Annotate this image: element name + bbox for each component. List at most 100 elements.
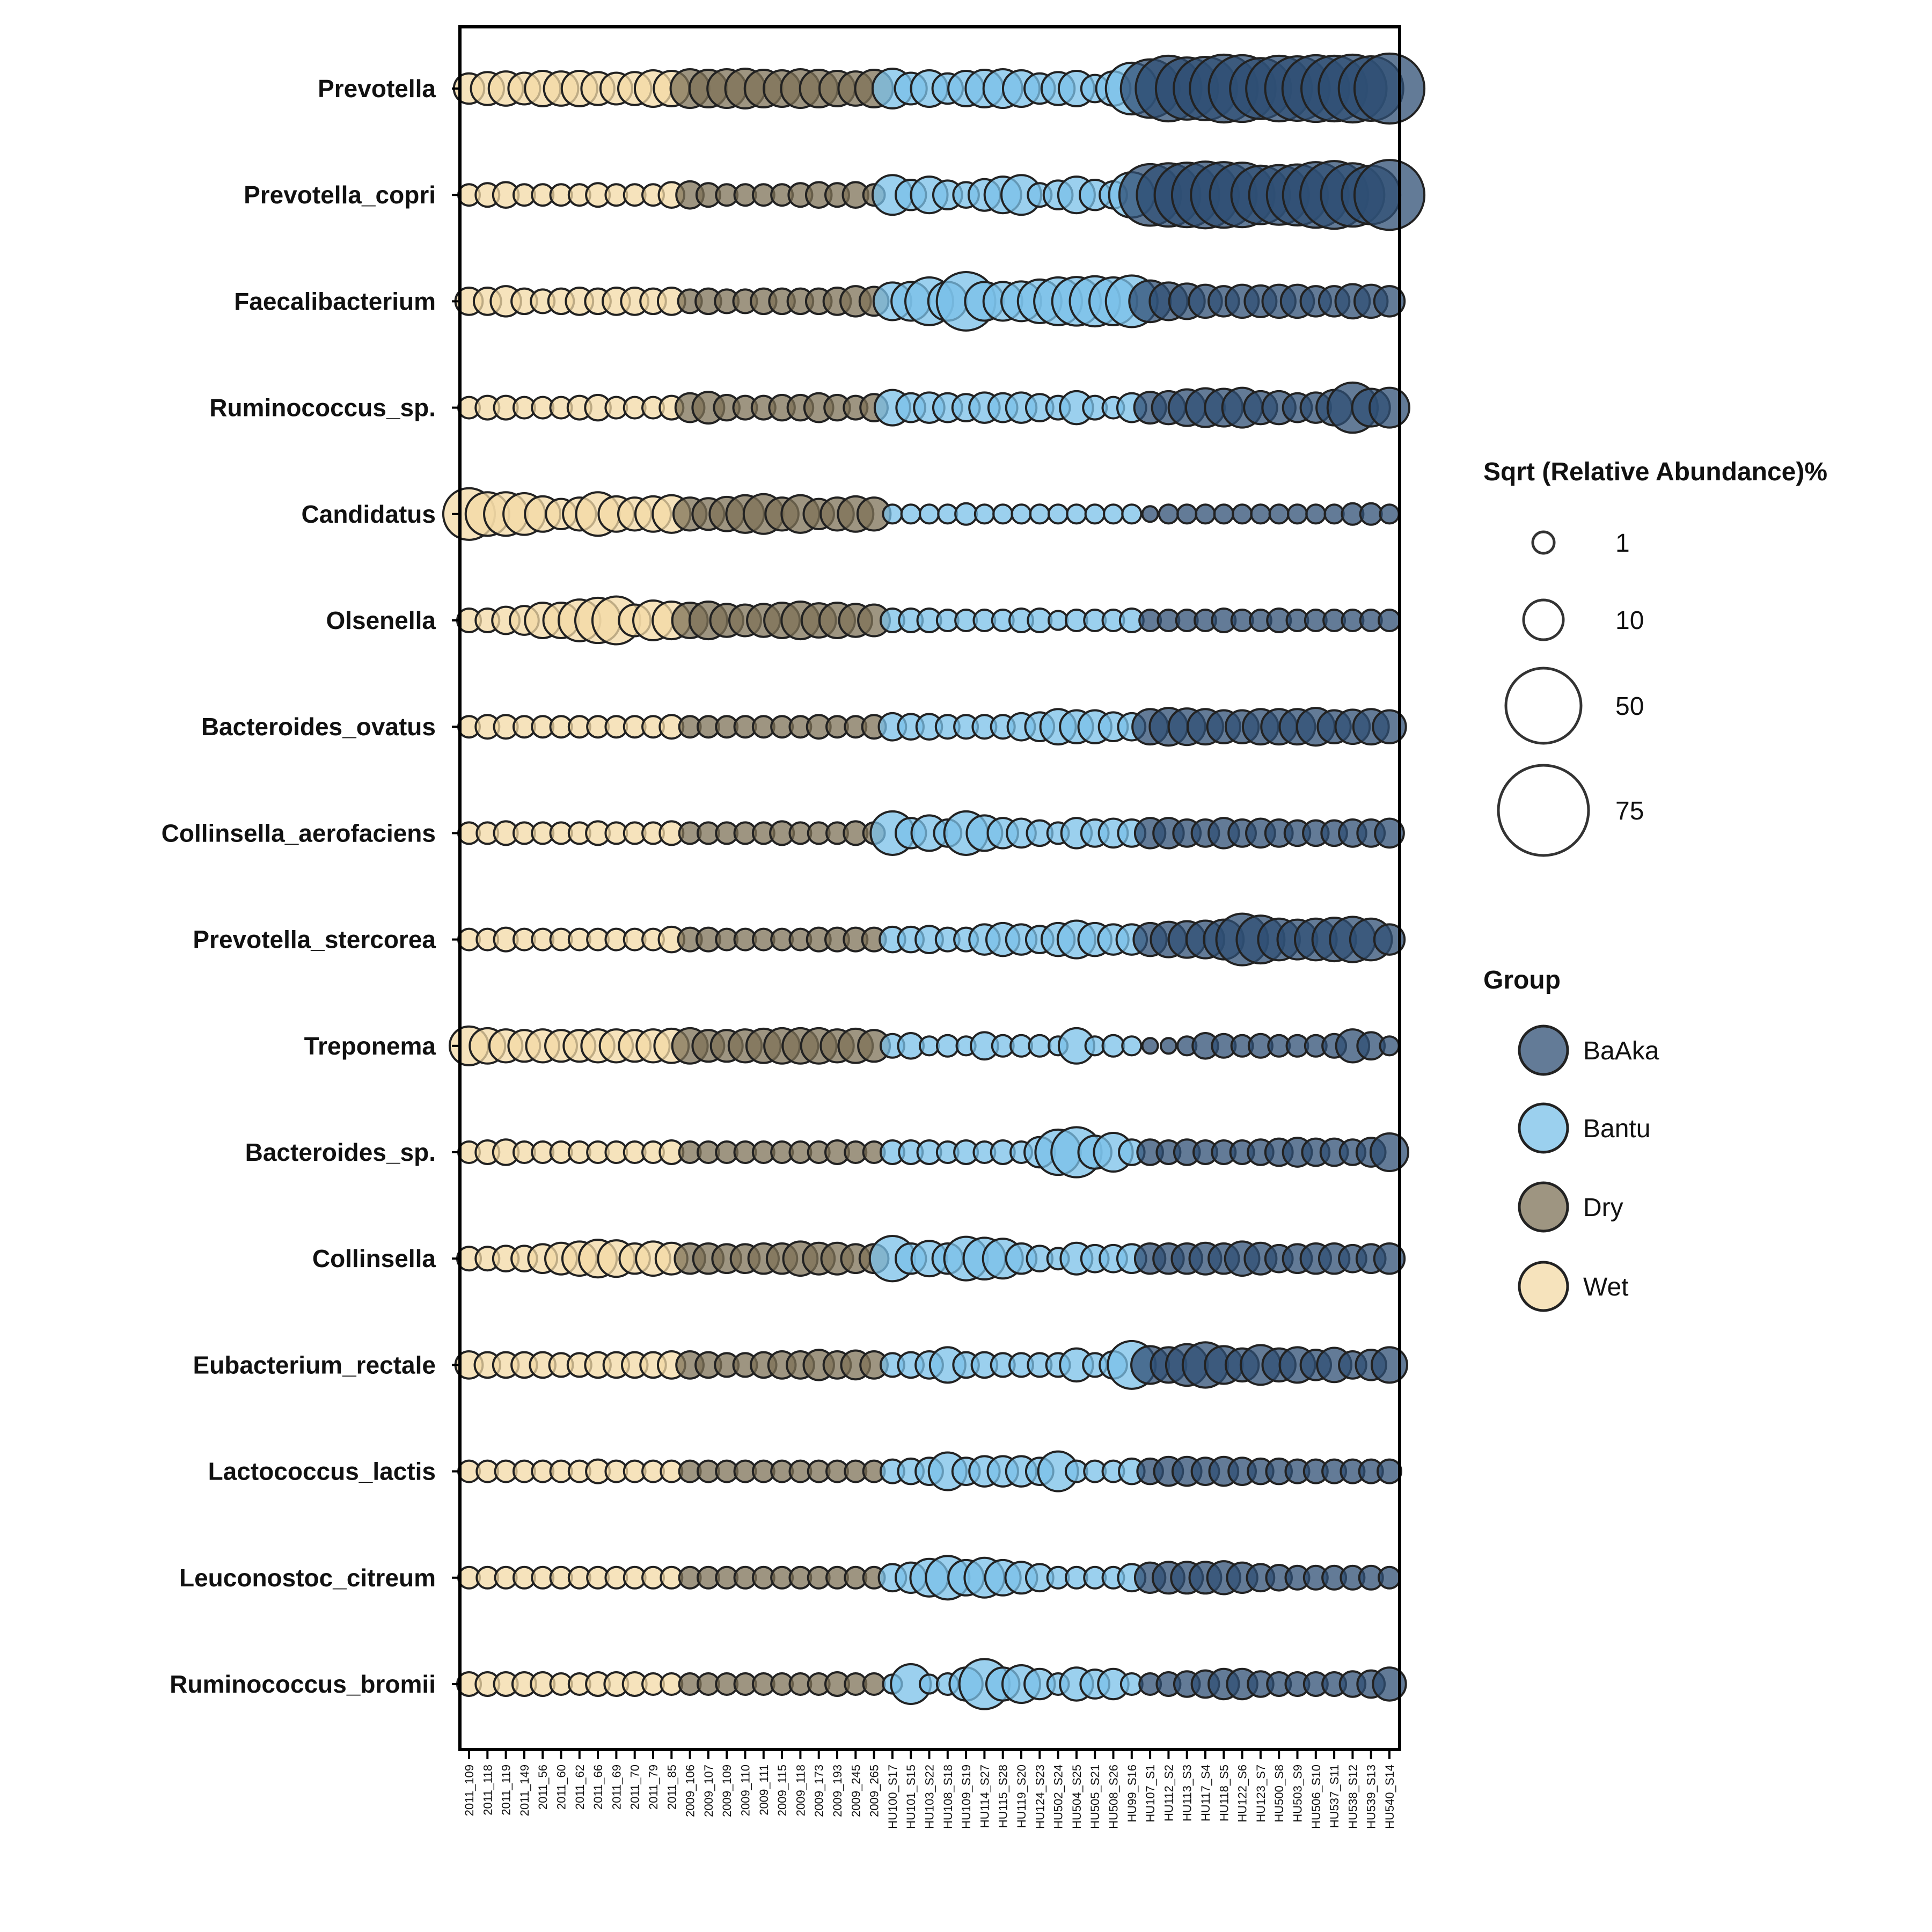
bubble-Lactococcus_lactis-HU540_S14 [1377, 1458, 1402, 1484]
x-tick-label: HU539_S13 [1365, 1765, 1378, 1829]
bubble-Candidatus-HU100_S17 [882, 503, 903, 525]
size-legend: Sqrt (Relative Abundance)% 1 10 50 75 [1483, 458, 1827, 857]
size-legend-label: 1 [1615, 529, 1630, 558]
y-tick-label: Bacteroides_ovatus [201, 713, 436, 741]
bubble-Candidatus-HU107_S1 [1141, 505, 1159, 523]
bubble-Collinsella_aerofaciens-HU540_S14 [1374, 817, 1405, 849]
x-tick-label: 2009_115 [775, 1765, 789, 1816]
y-tick-label: Candidatus [302, 500, 436, 528]
x-tick-label: 2009_110 [739, 1765, 752, 1816]
x-tick-label: HU504_S25 [1070, 1765, 1084, 1829]
bubble-Candidatus-HU101_S15 [900, 503, 921, 525]
group-legend-label: Bantu [1583, 1115, 1650, 1143]
x-tick-label: 2009_265 [868, 1765, 881, 1817]
y-tick-label: Lactococcus_lactis [208, 1458, 436, 1485]
bubble-layer [442, 52, 1426, 1710]
group-legend-swatch-Wet [1518, 1261, 1569, 1312]
group-legend-swatch-Bantu [1518, 1102, 1569, 1154]
y-tick-label: Prevotella [318, 75, 436, 103]
x-tick-label: 2011_119 [500, 1765, 513, 1816]
bubble-Leuconostoc_citreum-HU540_S14 [1378, 1565, 1401, 1590]
y-tick-label: Ruminococcus_bromii [170, 1670, 436, 1698]
x-tick-label: 2011_60 [555, 1765, 568, 1810]
bubble-Candidatus-HU508_S26 [1102, 503, 1124, 525]
bubble-Candidatus-HU103_S22 [918, 503, 940, 525]
x-tick-label: HU503_S9 [1291, 1765, 1305, 1823]
y-tick-label: Bacteroides_sp. [245, 1138, 436, 1166]
bubble-Ruminococcus_bromii-HU540_S14 [1372, 1666, 1407, 1702]
group-legend-swatch-Dry [1518, 1181, 1569, 1233]
x-tick-label: 2011_118 [481, 1765, 494, 1816]
bubble-Candidatus-HU504_S25 [1066, 503, 1087, 525]
size-legend-circle [1504, 667, 1583, 745]
x-tick-label: 2011_109 [463, 1765, 476, 1816]
x-tick-label: HU506_S10 [1309, 1765, 1323, 1829]
y-tick-label: Prevotella_stercorea [193, 926, 436, 954]
group-legend-swatch-BaAka [1518, 1024, 1569, 1076]
group-legend: Group BaAka Bantu Dry Wet [1483, 966, 1659, 1312]
x-tick-label: HU112_S2 [1162, 1765, 1175, 1821]
bubble-Candidatus-HU539_S13 [1359, 502, 1383, 526]
bubble-Candidatus-HU122_S6 [1231, 503, 1253, 525]
x-tick-label: HU505_S21 [1088, 1765, 1102, 1829]
bubble-Candidatus-HU506_S10 [1305, 503, 1327, 525]
y-tick-label: Treponema [304, 1032, 436, 1060]
bubble-Prevotella_copri-HU540_S14 [1353, 159, 1426, 231]
x-tick-label: HU502_S24 [1052, 1765, 1065, 1829]
bubble-Candidatus-HU123_S7 [1250, 503, 1271, 525]
x-tick-label: HU117_S4 [1199, 1765, 1212, 1821]
group-legend-label: Wet [1583, 1273, 1628, 1301]
size-legend-circle [1497, 764, 1590, 857]
size-legend-circle [1522, 598, 1565, 641]
bubble-Ruminococcus_sp.-HU540_S14 [1368, 386, 1410, 429]
bubble-Treponema-HU108_S18 [935, 1034, 960, 1058]
bubble-Candidatus-HU119_S20 [1011, 503, 1032, 525]
bubble-Treponema-HU540_S14 [1379, 1035, 1400, 1057]
x-tick-label: HU508_S26 [1107, 1765, 1121, 1829]
y-tick-label: Ruminococcus_sp. [209, 394, 436, 422]
x-tick-label: 2011_56 [536, 1765, 550, 1810]
x-tick-label: HU118_S5 [1217, 1765, 1231, 1821]
group-legend-label: BaAka [1583, 1037, 1659, 1065]
x-tick-label: HU123_S7 [1254, 1765, 1268, 1823]
y-tick-label: Collinsella_aerofaciens [162, 819, 436, 847]
x-tick-label: HU99_S16 [1125, 1765, 1139, 1823]
x-tick-label: 2011_66 [591, 1765, 605, 1810]
bubble-Treponema-HU107_S1 [1141, 1037, 1159, 1055]
bubble-Eubacterium_rectale-HU540_S14 [1371, 1346, 1408, 1384]
bubble-Candidatus-HU115_S28 [992, 503, 1014, 525]
x-tick-label: 2009_173 [813, 1765, 826, 1817]
x-tick-label: HU537_S11 [1328, 1765, 1341, 1828]
y-tick-label: Collinsella [312, 1245, 436, 1272]
size-legend-circle [1531, 530, 1556, 555]
x-tick-label: HU119_S20 [1015, 1765, 1028, 1828]
bubble-Prevotella_stercorea-HU540_S14 [1373, 923, 1406, 956]
y-tick-label: Leuconostoc_citreum [179, 1564, 436, 1592]
x-tick-label: 2011_149 [518, 1765, 531, 1816]
bubble-Candidatus-HU540_S14 [1379, 503, 1400, 525]
x-tick-label: HU101_S15 [904, 1765, 918, 1829]
y-tick-label: Olsenella [326, 606, 436, 634]
x-tick-label: HU100_S17 [886, 1765, 899, 1829]
bubble-Candidatus-HU124_S23 [1029, 503, 1050, 525]
bubble-Treponema-HU112_S2 [1159, 1037, 1177, 1055]
x-tick-label: 2009_107 [702, 1765, 715, 1817]
bubble-Candidatus-HU109_S19 [954, 502, 978, 526]
y-axis-labels: Prevotella Prevotella_copri Faecalibacteri… [162, 75, 460, 1698]
group-legend-label: Dry [1583, 1194, 1623, 1222]
bubble-Faecalibacterium-HU540_S14 [1373, 285, 1406, 318]
y-tick-label: Eubacterium_rectale [193, 1351, 436, 1379]
bubble-Prevotella-HU540_S14 [1353, 52, 1426, 125]
x-tick-label: 2009_245 [849, 1765, 862, 1817]
bubble-Candidatus-HU113_S3 [1176, 503, 1198, 525]
bubble-Ruminococcus_bromii-2009_265 [862, 1672, 886, 1696]
bubble-Olsenella-HU540_S14 [1378, 609, 1401, 632]
bubble-Candidatus-HU112_S2 [1158, 503, 1180, 525]
size-legend-label: 50 [1615, 692, 1644, 721]
x-tick-label: 2011_85 [665, 1765, 678, 1810]
x-tick-label: HU122_S6 [1236, 1765, 1249, 1823]
size-legend-label: 75 [1615, 797, 1644, 825]
x-tick-label: 2009_106 [684, 1765, 697, 1817]
x-tick-label: HU124_S23 [1033, 1765, 1046, 1829]
